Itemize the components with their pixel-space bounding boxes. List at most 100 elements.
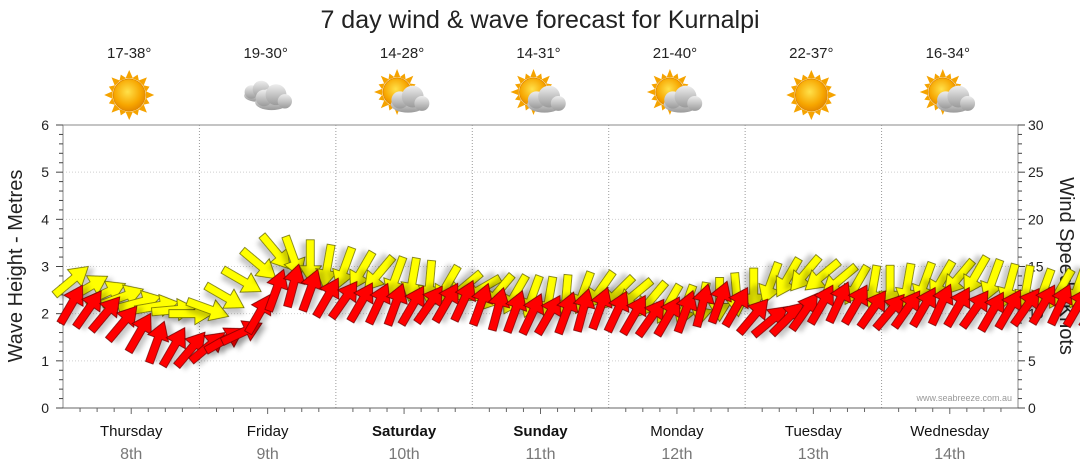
right-tick-label: 5 bbox=[1028, 353, 1036, 369]
day-date-label: 12th bbox=[661, 446, 692, 463]
wave-arrow bbox=[503, 289, 528, 334]
wind-arrow bbox=[185, 297, 230, 322]
wave-arrow bbox=[469, 282, 494, 327]
day-temperature: 19-30° bbox=[243, 45, 287, 62]
right-tick-label: 20 bbox=[1028, 211, 1044, 227]
wind-arrow bbox=[51, 265, 89, 299]
right-tick-label: 25 bbox=[1028, 164, 1044, 180]
wave-arrow bbox=[653, 296, 681, 338]
left-tick-label: 3 bbox=[41, 259, 49, 275]
day-name-label: Sunday bbox=[513, 423, 568, 440]
wave-arrow bbox=[413, 285, 443, 326]
day-temperature: 14-31° bbox=[516, 45, 560, 62]
day-temperature: 17-38° bbox=[107, 45, 151, 62]
day-date-label: 10th bbox=[389, 446, 420, 463]
right-axis-label: Wind Speed - Knots bbox=[1055, 177, 1077, 355]
wind-arrow bbox=[363, 254, 397, 292]
left-axis: 0 1 2 3 4 5 6 bbox=[41, 117, 63, 416]
sun-icon bbox=[104, 70, 155, 120]
day-labels: Thursday 8th Friday 9th Saturday 10th Sunday 11… bbox=[63, 407, 1018, 463]
wave-arrow bbox=[707, 280, 732, 325]
left-tick-label: 0 bbox=[41, 400, 49, 416]
day-date-label: 11th bbox=[526, 446, 556, 463]
wave-arrow bbox=[890, 290, 921, 330]
wind-arrow bbox=[943, 257, 977, 296]
wave-arrow bbox=[298, 268, 323, 313]
day-headers: 17-38° 19-30° 14-28° 14-31° 21-40° 22-37° 16-3… bbox=[104, 45, 976, 120]
wave-arrow bbox=[124, 312, 152, 355]
wind-arrow bbox=[775, 256, 803, 298]
wave-arrow bbox=[840, 284, 868, 326]
wave-arrow bbox=[158, 326, 186, 369]
day-temperature: 21-40° bbox=[653, 45, 697, 62]
wave-arrow bbox=[56, 284, 84, 326]
sun-icon bbox=[786, 70, 837, 120]
left-tick-label: 6 bbox=[41, 117, 49, 133]
wave-arrow bbox=[788, 292, 818, 333]
wind-arrow bbox=[929, 259, 957, 301]
wind-arrow bbox=[258, 232, 291, 270]
wave-arrow bbox=[312, 277, 340, 319]
wave-arrow bbox=[1062, 286, 1080, 329]
wind-arrow bbox=[349, 249, 377, 291]
wind-arrow bbox=[220, 265, 262, 293]
wave-arrow bbox=[943, 286, 971, 329]
wave-arrow bbox=[1010, 287, 1040, 328]
partly-cloudy-icon bbox=[919, 69, 976, 115]
wave-arrow bbox=[1047, 283, 1073, 327]
partly-cloudy-icon bbox=[646, 69, 703, 115]
wave-arrow bbox=[72, 290, 102, 330]
day-date-label: 9th bbox=[257, 446, 279, 463]
wave-arrow bbox=[619, 294, 647, 337]
partly-cloudy-icon bbox=[374, 69, 430, 115]
wave-arrow bbox=[104, 305, 138, 344]
arrow-marks bbox=[51, 232, 1080, 369]
wave-arrow bbox=[909, 286, 937, 329]
wind-arrow bbox=[239, 246, 277, 280]
wave-arrow bbox=[173, 331, 206, 369]
left-tick-label: 1 bbox=[41, 353, 49, 369]
day-temperature: 14-28° bbox=[380, 45, 424, 62]
wave-arrow bbox=[518, 293, 545, 336]
wind-arrow bbox=[203, 281, 245, 309]
left-axis-label: Wave Height - Metres bbox=[5, 170, 27, 363]
wave-arrow bbox=[145, 320, 170, 365]
day-temperature: 16-34° bbox=[926, 45, 970, 62]
wind-arrow bbox=[980, 258, 1005, 302]
wave-arrow bbox=[994, 289, 1022, 331]
wave-arrow bbox=[383, 282, 408, 327]
wave-arrow bbox=[588, 286, 613, 331]
left-tick-label: 5 bbox=[41, 164, 49, 180]
wave-arrow bbox=[87, 296, 121, 334]
chart-title: 7 day wind & wave forecast for Kurnalpi bbox=[320, 6, 759, 34]
wave-arrow bbox=[365, 282, 391, 326]
day-name-label: Tuesday bbox=[785, 423, 842, 440]
wave-arrow bbox=[282, 263, 306, 309]
wind-arrow bbox=[790, 254, 823, 292]
wave-arrow bbox=[927, 283, 954, 327]
day-name-label: Friday bbox=[247, 423, 289, 440]
right-tick-label: 0 bbox=[1028, 400, 1036, 416]
wind-arrow bbox=[804, 258, 842, 291]
day-name-label: Wednesday bbox=[910, 423, 989, 440]
wave-arrow bbox=[872, 293, 905, 332]
wave-arrow bbox=[806, 284, 834, 326]
wave-arrow bbox=[397, 285, 425, 327]
wave-arrow bbox=[825, 281, 852, 325]
wave-arrow bbox=[572, 287, 596, 333]
day-temperature: 22-37° bbox=[789, 45, 833, 62]
wave-arrow bbox=[264, 268, 289, 313]
wave-arrow bbox=[487, 286, 511, 332]
day-name-label: Thursday bbox=[100, 423, 163, 440]
wave-arrow bbox=[634, 298, 665, 339]
wave-arrow bbox=[673, 289, 698, 334]
day-name-label: Saturday bbox=[372, 423, 437, 440]
wave-arrow bbox=[450, 279, 476, 323]
day-date-label: 8th bbox=[120, 446, 142, 463]
wind-arrow bbox=[758, 260, 783, 305]
partly-cloudy-icon bbox=[510, 69, 566, 115]
wave-arrow bbox=[603, 290, 630, 334]
day-date-label: 13th bbox=[798, 446, 829, 463]
day-name-label: Monday bbox=[650, 423, 704, 440]
